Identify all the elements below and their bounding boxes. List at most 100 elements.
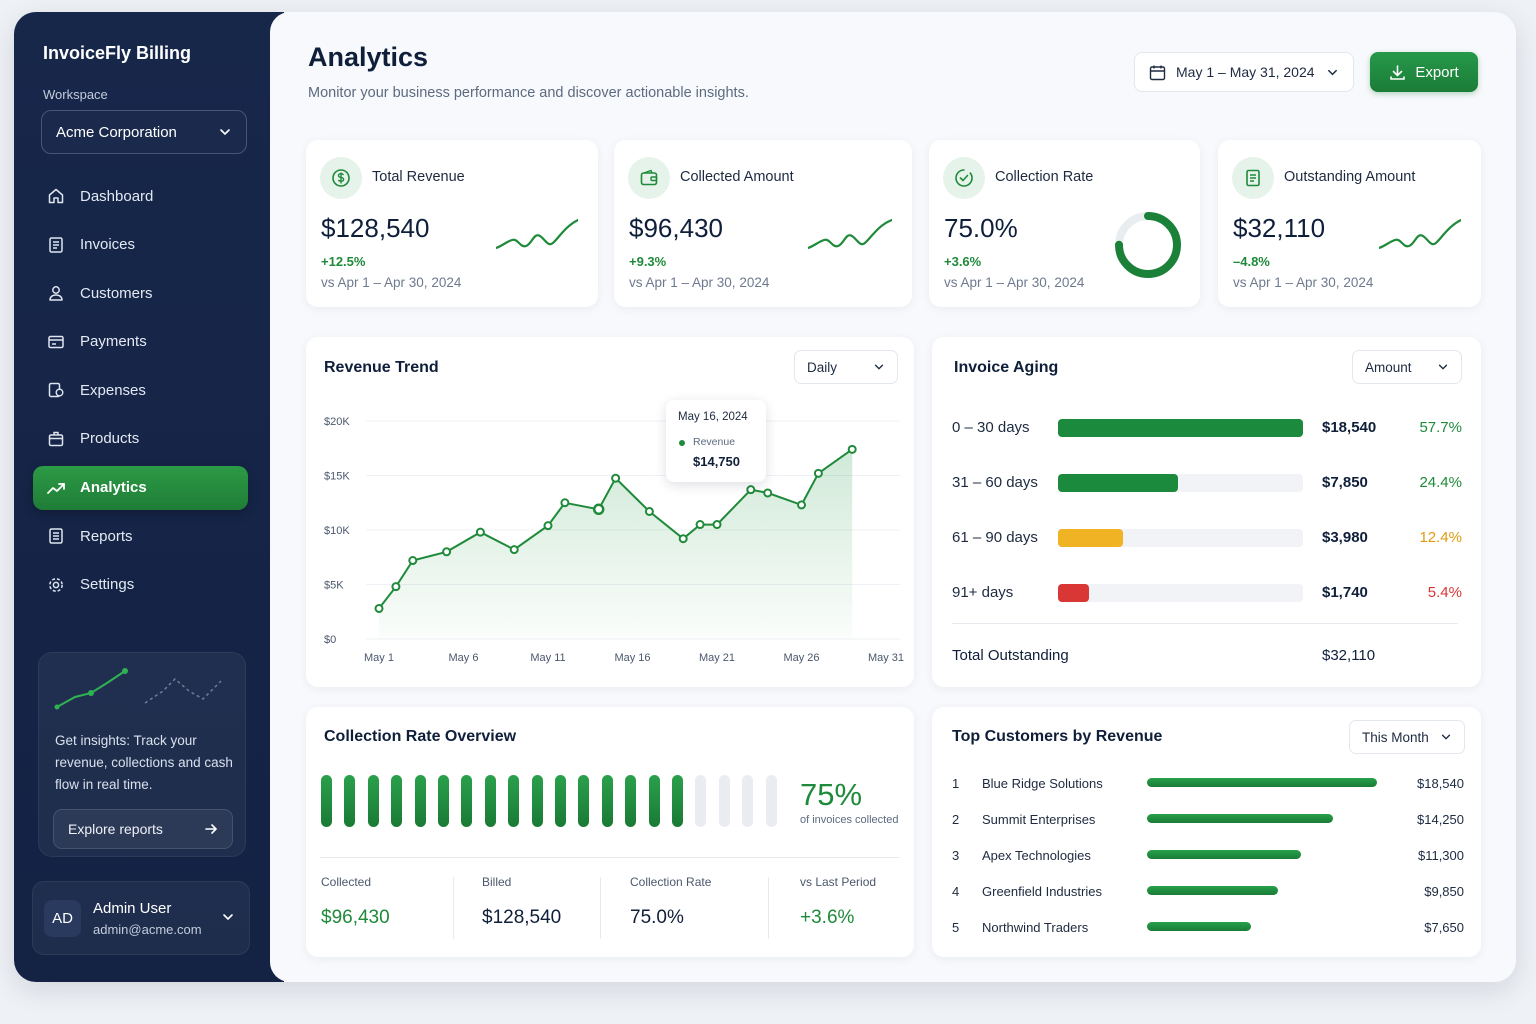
data-point[interactable]	[763, 488, 773, 498]
collected-bar	[578, 775, 590, 827]
aging-row: 91+ days $1,740 5.4%	[952, 578, 1462, 608]
data-point[interactable]	[847, 444, 857, 454]
sidebar-item-label: Dashboard	[80, 187, 154, 205]
document-icon	[1232, 157, 1274, 199]
data-point[interactable]	[712, 520, 722, 530]
data-point[interactable]	[509, 545, 519, 555]
divider	[453, 877, 454, 939]
data-point[interactable]	[442, 547, 452, 557]
kpi-value: $96,430	[629, 213, 723, 243]
kpi-compare: vs Apr 1 – Apr 30, 2024	[629, 275, 770, 290]
x-tick-label: May 21	[699, 652, 735, 664]
customer-name: Northwind Traders	[982, 920, 1089, 935]
aging-amount: $18,540	[1322, 419, 1377, 436]
workspace-selected: Acme Corporation	[56, 123, 177, 141]
explore-reports-button[interactable]: Explore reports	[53, 809, 233, 849]
data-point[interactable]	[543, 521, 553, 531]
data-point[interactable]	[644, 506, 654, 516]
user-email: admin@acme.com	[93, 922, 202, 937]
stat-label: Billed	[482, 875, 512, 889]
collected-bar	[672, 775, 683, 827]
aging-bucket-label: 61 – 90 days	[952, 529, 1038, 546]
tooltip-date: May 16, 2024	[678, 411, 748, 423]
sidebar-item-expenses[interactable]: Expenses	[33, 368, 248, 412]
aging-percent: 24.4%	[1419, 474, 1462, 491]
stat-vs-last-period: vs Last Period +3.6%	[800, 875, 876, 929]
divider	[600, 877, 601, 939]
data-point[interactable]	[813, 468, 823, 478]
sparkline	[808, 218, 892, 250]
sidebar-item-products[interactable]: Products	[33, 417, 248, 461]
aging-percent: 12.4%	[1419, 529, 1462, 546]
download-icon	[1390, 64, 1406, 80]
export-button[interactable]: Export	[1370, 52, 1478, 92]
stat-value: +3.6%	[800, 907, 855, 928]
data-point[interactable]	[746, 485, 756, 495]
uncollected-bar	[718, 775, 730, 827]
kpi-label: Outstanding Amount	[1284, 169, 1416, 185]
customer-row[interactable]: 1 Blue Ridge Solutions $18,540	[952, 773, 1464, 793]
workspace-select[interactable]: Acme Corporation	[41, 110, 247, 154]
data-point[interactable]	[391, 582, 401, 592]
workspace-label: Workspace	[43, 87, 108, 102]
data-point[interactable]	[560, 498, 570, 508]
customer-row[interactable]: 2 Summit Enterprises $14,250	[952, 809, 1464, 829]
customer-row[interactable]: 5 Northwind Traders $7,650	[952, 917, 1464, 937]
kpi-value: 75.0%	[944, 213, 1018, 243]
aging-bucket-label: 31 – 60 days	[952, 474, 1038, 491]
aging-amount: $7,850	[1322, 474, 1368, 491]
aging-bar-track	[1058, 529, 1303, 547]
chevron-down-icon	[874, 364, 884, 370]
data-point[interactable]	[592, 503, 605, 516]
customer-revenue-bar	[1147, 850, 1302, 859]
user-icon	[46, 283, 66, 303]
sidebar-item-dashboard[interactable]: Dashboard	[33, 174, 248, 218]
aging-row: 0 – 30 days $18,540 57.7%	[952, 413, 1462, 443]
sidebar-item-payments[interactable]: Payments	[33, 320, 248, 364]
data-point[interactable]	[611, 473, 621, 483]
page-title: Analytics	[308, 42, 429, 72]
gear-icon	[46, 575, 66, 595]
customer-name: Apex Technologies	[982, 848, 1091, 863]
user-menu[interactable]: AD Admin User admin@acme.com	[32, 881, 250, 955]
x-tick-label: May 1	[364, 652, 394, 664]
sidebar-item-analytics[interactable]: Analytics	[33, 465, 248, 510]
revenue-area	[379, 449, 853, 639]
invoice-aging-card: Invoice Aging Amount 0 – 30 days $18,540 5…	[932, 337, 1481, 687]
kpi-compare: vs Apr 1 – Apr 30, 2024	[944, 275, 1085, 290]
uncollected-bar	[695, 775, 707, 827]
sidebar-item-customers[interactable]: Customers	[33, 271, 248, 315]
sidebar-item-label: Analytics	[80, 479, 147, 497]
aging-mode-select[interactable]: Amount	[1352, 350, 1462, 384]
sidebar-item-settings[interactable]: Settings	[33, 563, 248, 607]
collected-bar	[625, 775, 637, 827]
sidebar-item-invoices[interactable]: Invoices	[33, 223, 248, 267]
granularity-value: Daily	[807, 359, 838, 375]
export-label: Export	[1415, 63, 1459, 81]
data-point[interactable]	[408, 556, 418, 566]
chevron-down-icon	[220, 129, 230, 136]
report-icon	[46, 526, 66, 546]
data-point[interactable]	[374, 603, 384, 613]
sidebar-item-reports[interactable]: Reports	[33, 514, 248, 558]
collection-overview-card: Collection Rate Overview 75% of invoices…	[306, 707, 914, 957]
date-range-picker[interactable]: May 1 – May 31, 2024	[1134, 52, 1354, 92]
data-point[interactable]	[695, 520, 705, 530]
customer-row[interactable]: 3 Apex Technologies $11,300	[952, 845, 1464, 865]
collected-bar	[414, 775, 426, 827]
period-value: This Month	[1362, 729, 1429, 745]
collection-ring-arc	[1115, 212, 1181, 278]
customer-rank: 5	[952, 920, 960, 935]
data-point[interactable]	[475, 527, 485, 537]
period-select[interactable]: This Month	[1349, 720, 1465, 754]
kpi-label: Total Revenue	[372, 169, 465, 185]
x-tick-label: May 31	[868, 652, 904, 664]
box-icon	[46, 429, 66, 449]
data-point[interactable]	[678, 534, 688, 544]
granularity-select[interactable]: Daily	[794, 350, 898, 384]
customer-revenue-bar	[1147, 778, 1377, 787]
coins-icon	[46, 380, 66, 400]
customer-row[interactable]: 4 Greenfield Industries $9,850	[952, 881, 1464, 901]
data-point[interactable]	[797, 500, 806, 510]
sidebar: InvoiceFly Billing Workspace Acme Corpor…	[14, 12, 284, 982]
